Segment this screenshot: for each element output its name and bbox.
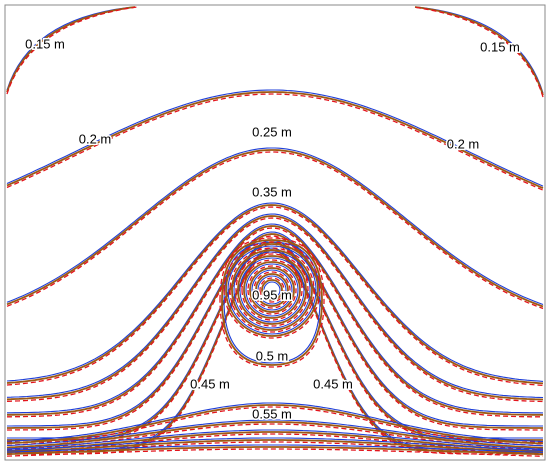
measured-contour bbox=[263, 281, 281, 299]
measured-contour bbox=[6, 202, 544, 382]
contour-line bbox=[261, 279, 283, 301]
model-contour bbox=[247, 265, 297, 315]
contour-label: 0.95 m bbox=[252, 287, 292, 302]
model-contour bbox=[7, 227, 544, 418]
model-contour bbox=[7, 235, 543, 431]
model-contour bbox=[412, 6, 544, 98]
measured-contour bbox=[6, 89, 544, 187]
contour-label: 0.25 m bbox=[252, 124, 292, 139]
model-contour bbox=[6, 6, 138, 95]
contour-label: 0.2 m bbox=[447, 136, 480, 151]
contour-line bbox=[7, 225, 544, 416]
contour-line bbox=[6, 404, 544, 445]
model-contour bbox=[259, 277, 285, 303]
model-contour bbox=[6, 448, 544, 457]
contour-line bbox=[6, 446, 544, 456]
measured-contour bbox=[6, 213, 544, 399]
contour-line bbox=[6, 439, 544, 454]
measured-contour bbox=[6, 437, 544, 452]
contour-line bbox=[6, 91, 544, 189]
contour-line bbox=[221, 239, 323, 366]
contour-line bbox=[225, 243, 319, 337]
contour-line bbox=[414, 6, 544, 96]
model-contour bbox=[6, 217, 544, 403]
contour-label: 0.5 m bbox=[256, 348, 289, 363]
contour-label: 0.15 m bbox=[25, 36, 65, 51]
model-contour bbox=[6, 206, 544, 387]
contour-label: 0.15 m bbox=[480, 39, 520, 54]
contour-line bbox=[6, 6, 136, 93]
model-contour bbox=[219, 237, 325, 368]
model-contour bbox=[253, 271, 291, 309]
contour-label: 0.55 m bbox=[252, 406, 292, 421]
contour-line bbox=[6, 421, 544, 449]
measured-contour bbox=[7, 231, 543, 427]
measured-contour bbox=[7, 223, 544, 414]
model-contour bbox=[235, 253, 309, 327]
contour-label: 0.45 m bbox=[313, 376, 353, 391]
model-contour bbox=[223, 241, 321, 339]
measured-contour bbox=[239, 257, 305, 323]
measured-contour bbox=[251, 269, 293, 311]
measured-contour bbox=[227, 245, 317, 335]
contour-line bbox=[6, 431, 544, 452]
measured-contour bbox=[6, 419, 544, 447]
measured-contour bbox=[6, 402, 544, 443]
model-contour bbox=[6, 406, 544, 447]
contour-line bbox=[6, 204, 544, 385]
model-contour bbox=[229, 247, 315, 333]
measured-contour bbox=[245, 263, 299, 317]
contour-lines bbox=[6, 6, 544, 457]
contour-line bbox=[243, 261, 301, 319]
contour-line bbox=[249, 267, 295, 313]
measured-contour bbox=[6, 444, 544, 453]
contour-line bbox=[255, 273, 289, 307]
contour-label: 0.35 m bbox=[252, 184, 292, 199]
measured-contour bbox=[257, 275, 287, 305]
model-contour bbox=[6, 151, 544, 310]
measured-contour bbox=[6, 147, 544, 306]
contour-line bbox=[231, 249, 313, 331]
measured-contour bbox=[6, 429, 544, 450]
contour-labels: 0.15 m 0.15 m 0.2 m 0.2 m 0.25 m 0.35 m 0.95 m… bbox=[24, 35, 522, 423]
contour-label: 0.2 m bbox=[79, 131, 112, 146]
contour-line bbox=[6, 149, 544, 308]
measured-contour bbox=[233, 251, 311, 329]
measured-contour bbox=[223, 241, 321, 364]
contour-label: 0.45 m bbox=[190, 376, 230, 391]
contour-line bbox=[237, 255, 307, 325]
contour-line bbox=[6, 215, 544, 401]
model-contour bbox=[6, 93, 544, 191]
contour-line bbox=[7, 233, 543, 429]
